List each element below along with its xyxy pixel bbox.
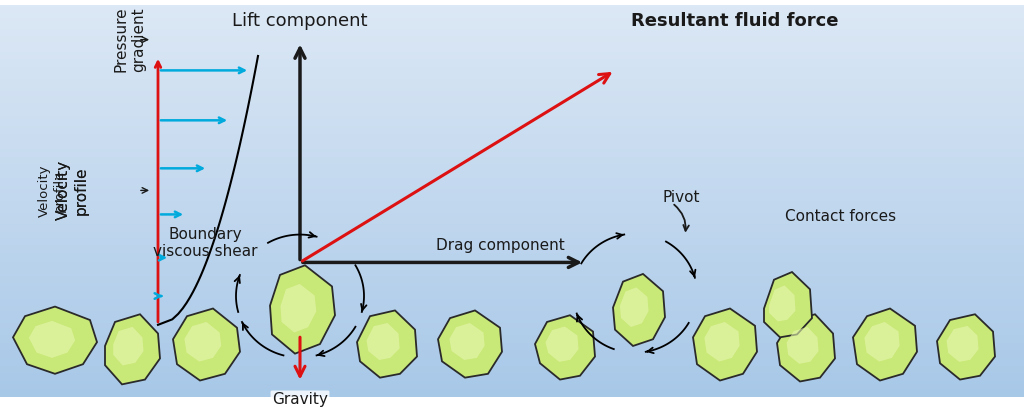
Polygon shape (937, 314, 995, 379)
Text: Drag component: Drag component (435, 238, 564, 253)
Text: Contact forces: Contact forces (785, 209, 896, 224)
Polygon shape (764, 272, 812, 337)
Polygon shape (105, 314, 160, 384)
Text: Pivot: Pivot (662, 190, 699, 205)
Polygon shape (769, 286, 796, 322)
Polygon shape (173, 308, 240, 381)
Polygon shape (693, 308, 757, 381)
Text: Pressure
gradient: Pressure gradient (114, 7, 146, 73)
Polygon shape (864, 322, 900, 361)
Polygon shape (357, 310, 417, 378)
Text: Boundary
viscous shear: Boundary viscous shear (153, 227, 257, 259)
Text: Lift component: Lift component (232, 12, 368, 30)
Text: Velocity
profile: Velocity profile (38, 164, 66, 217)
Polygon shape (114, 327, 143, 366)
Polygon shape (270, 265, 335, 354)
Polygon shape (29, 321, 75, 358)
Polygon shape (546, 326, 579, 362)
Polygon shape (13, 306, 97, 374)
Polygon shape (184, 322, 221, 361)
Text: Velocity
profile: Velocity profile (55, 160, 88, 220)
Polygon shape (613, 274, 665, 346)
Polygon shape (777, 314, 835, 381)
Polygon shape (853, 308, 918, 381)
Polygon shape (450, 323, 484, 360)
Polygon shape (535, 315, 595, 379)
Text: Resultant fluid force: Resultant fluid force (631, 12, 839, 30)
Polygon shape (946, 326, 979, 362)
Polygon shape (367, 323, 399, 360)
Polygon shape (705, 322, 739, 361)
Text: Velocity
profile: Velocity profile (55, 160, 88, 220)
Polygon shape (786, 327, 818, 364)
Polygon shape (620, 287, 648, 327)
Polygon shape (281, 284, 316, 333)
Polygon shape (438, 310, 502, 378)
Text: Gravity: Gravity (272, 392, 328, 407)
